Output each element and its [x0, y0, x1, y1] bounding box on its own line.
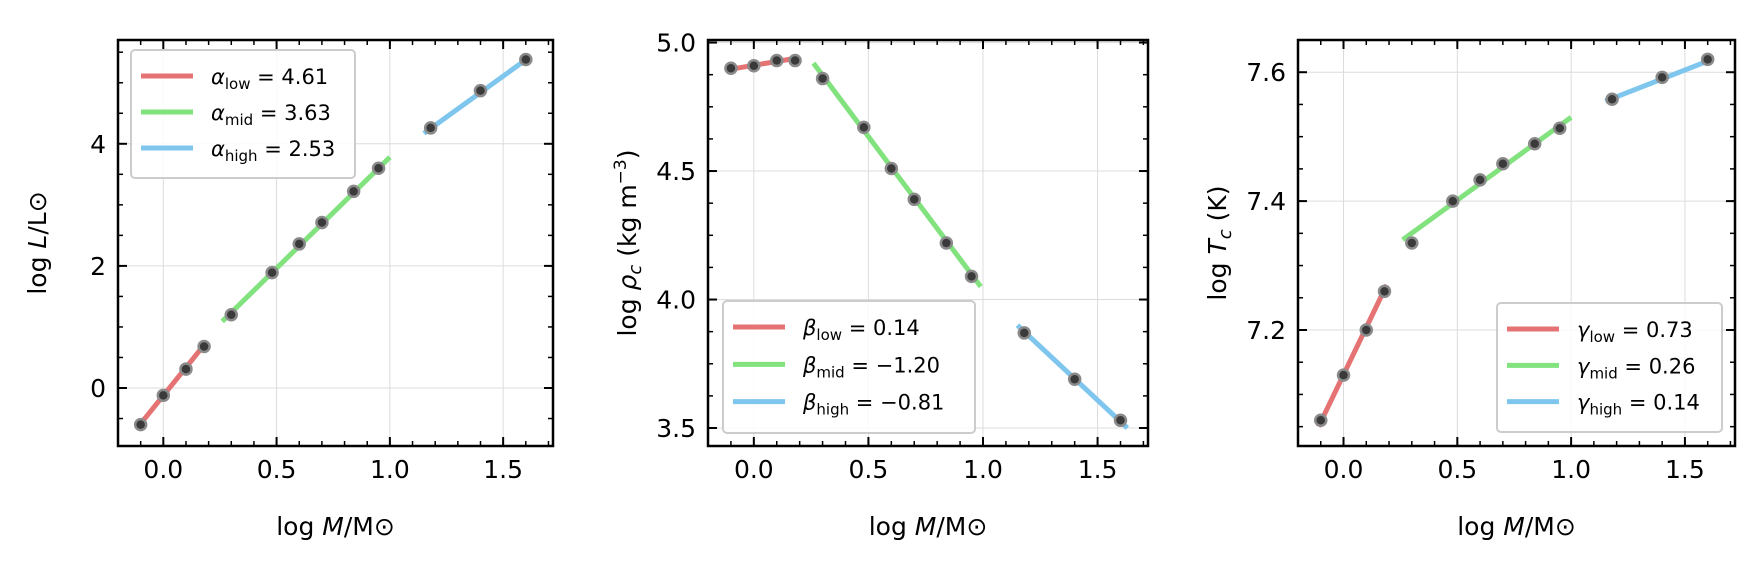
- x-tick-label: 0.5: [257, 455, 297, 484]
- data-point: [423, 121, 438, 135]
- x-tick-label: 1.0: [963, 455, 1003, 484]
- x-tick-label: 0.5: [1437, 455, 1477, 484]
- x-tick-label: 0.0: [1324, 455, 1364, 484]
- chart-panel-2: 0.0 0.5 1.0 1.5 3.5 4.0 4.5 5.0 log M/M⊙ log ρc (…: [611, 29, 1150, 541]
- plot-frame: [706, 38, 1150, 448]
- x-tick-label: 0.0: [734, 455, 774, 484]
- data-point: [1446, 194, 1460, 208]
- y-tick-label: 0: [90, 374, 106, 403]
- x-tick-label: 1.5: [1078, 455, 1118, 484]
- fit-line-low: [1316, 283, 1390, 428]
- data-point: [1067, 372, 1082, 386]
- data-point: [1113, 413, 1128, 428]
- plot-frame: [1296, 38, 1737, 448]
- legend-entry-mid: γmid = 0.26: [1577, 354, 1695, 382]
- y-tick-label: 7.2: [1246, 316, 1286, 345]
- x-axis-label: log M/M⊙: [869, 512, 988, 541]
- data-point: [371, 161, 386, 175]
- legend-entry-low: αlow = 4.61: [211, 65, 328, 93]
- x-tick-label: 0.5: [849, 455, 889, 484]
- data-point: [747, 58, 761, 73]
- legend-entry-low: γlow = 0.73: [1577, 318, 1693, 346]
- data-point: [770, 53, 784, 68]
- data-point: [1336, 368, 1351, 382]
- y-tick-label: 4: [90, 130, 106, 159]
- data-point: [857, 120, 871, 135]
- y-axis-label: log Tc (K): [1203, 185, 1236, 300]
- data-point: [265, 265, 279, 280]
- y-tick-label: 2: [90, 252, 106, 281]
- data-point: [156, 388, 171, 403]
- legend-box: [722, 300, 976, 434]
- x-tick-label: 1.5: [483, 455, 523, 484]
- data-point: [884, 161, 899, 176]
- legend-entry-low: βlow = 0.14: [802, 316, 920, 344]
- data-point: [1017, 326, 1031, 340]
- data-point: [939, 236, 954, 250]
- data-point: [1359, 323, 1374, 337]
- data-point: [815, 71, 830, 86]
- y-tick-label: 7.6: [1246, 58, 1286, 87]
- fit-line-low: [136, 340, 209, 429]
- data-point: [1377, 284, 1392, 299]
- data-point: [292, 237, 306, 251]
- fit-line-mid: [220, 155, 392, 324]
- data-point: [1700, 52, 1715, 67]
- legend-entry-high: αhigh = 2.53: [211, 137, 335, 165]
- data-point: [133, 417, 148, 432]
- data-point: [1473, 173, 1487, 187]
- x-tick-label: 1.0: [370, 455, 410, 484]
- data-point: [1314, 413, 1328, 427]
- x-tick-label: 1.0: [1551, 455, 1591, 484]
- data-point: [788, 53, 802, 68]
- y-tick-label: 4.0: [656, 286, 696, 315]
- data-point: [1496, 156, 1510, 171]
- data-point: [724, 61, 738, 76]
- chart-panel-3: 0.0 0.5 1.0 1.5 7.2 7.4 7.6 log M/M⊙ log Tc (K) γ…: [1203, 38, 1737, 541]
- data-point: [1655, 70, 1669, 85]
- x-axis-label: log M/M⊙: [276, 512, 395, 541]
- x-axis-label: log M/M⊙: [1457, 512, 1576, 541]
- data-point: [197, 339, 211, 354]
- legend: γlow = 0.73 γmid = 0.26 γhigh = 0.14: [1496, 302, 1723, 433]
- legend-entry-mid: βmid = −1.20: [802, 353, 940, 381]
- x-tick-label: 1.5: [1665, 455, 1705, 484]
- y-tick-label: 4.5: [656, 157, 696, 186]
- data-point: [179, 362, 193, 376]
- chart-panel-1: 0.0 0.5 1.0 1.5 0 2 4 log M/M⊙ log L/L⊙ αlow = 4.…: [23, 38, 555, 541]
- y-tick-label: 5.0: [656, 29, 696, 58]
- y-tick-label: 3.5: [656, 414, 696, 443]
- legend: βlow = 0.14 βmid = −1.20 βhigh = −0.81: [722, 300, 976, 434]
- data-point: [907, 192, 921, 207]
- data-point: [1552, 121, 1567, 136]
- data-point: [964, 269, 979, 284]
- data-point: [1405, 236, 1419, 250]
- y-axis-label: log ρc (kg m−3): [611, 149, 646, 336]
- legend-entry-mid: αmid = 3.63: [211, 101, 331, 129]
- data-point: [346, 184, 361, 199]
- data-point: [473, 83, 488, 98]
- y-tick-label: 7.4: [1246, 187, 1286, 216]
- x-tick-label: 0.0: [143, 455, 183, 484]
- fit-line-low: [728, 55, 798, 73]
- data-point: [224, 307, 239, 322]
- data-point: [315, 215, 329, 230]
- y-axis-label: log L/L⊙: [23, 191, 52, 294]
- legend: αlow = 4.61 αmid = 3.63 αhigh = 2.53: [130, 49, 356, 179]
- plot-frame: [116, 38, 555, 448]
- data-point: [1605, 92, 1619, 107]
- fit-line-mid: [811, 61, 983, 289]
- data-point: [519, 52, 533, 67]
- fit-line-mid: [1401, 115, 1573, 242]
- legend-entry-high: βhigh = −0.81: [802, 391, 944, 419]
- legend-entry-high: γhigh = 0.14: [1577, 391, 1700, 419]
- data-point: [1527, 137, 1542, 151]
